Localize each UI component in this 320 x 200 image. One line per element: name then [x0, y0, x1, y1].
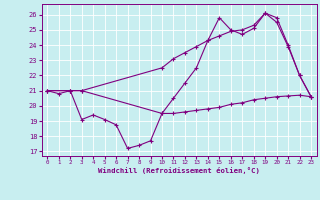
X-axis label: Windchill (Refroidissement éolien,°C): Windchill (Refroidissement éolien,°C)	[98, 167, 260, 174]
